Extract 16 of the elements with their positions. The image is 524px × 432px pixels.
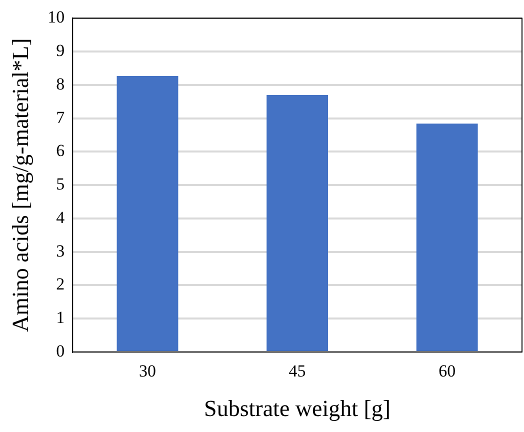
x-tick-label: 45 (288, 362, 306, 381)
y-axis-title: Amino acids [mg/g-material*L] (8, 38, 33, 332)
y-tick-label: 8 (56, 74, 65, 94)
y-tick-label: 10 (48, 8, 65, 27)
y-tick-label: 9 (56, 41, 65, 60)
y-tick-label: 7 (56, 108, 66, 127)
x-axis-title: Substrate weight [g] (204, 396, 391, 422)
y-tick-label: 1 (56, 308, 65, 328)
y-tick-label: 6 (56, 141, 65, 160)
y-tick-label: 0 (56, 341, 65, 360)
y-tick-label: 3 (56, 241, 65, 260)
x-tick-label: 60 (438, 362, 456, 381)
y-tick-label: 5 (56, 174, 65, 194)
x-tick-label: 30 (139, 362, 156, 381)
y-tick-label: 2 (56, 274, 65, 294)
y-tick-label: 4 (56, 208, 66, 227)
